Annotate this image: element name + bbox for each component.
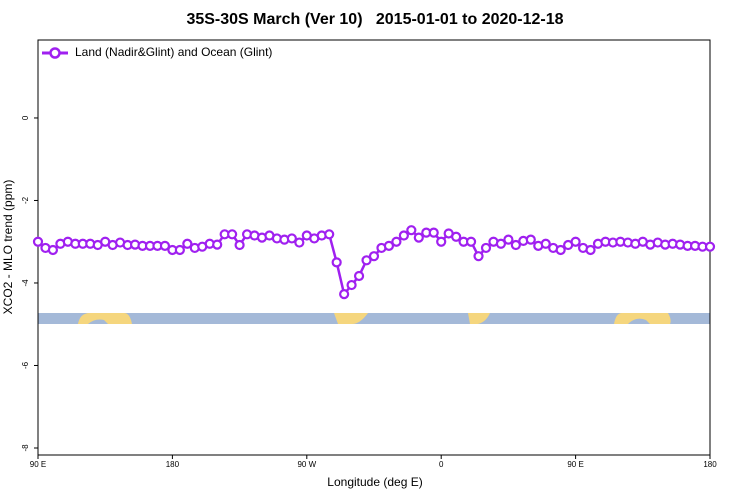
data-point — [570, 236, 581, 247]
data-point — [339, 289, 350, 300]
data-point — [353, 270, 365, 282]
y-tick-label: -8 — [21, 444, 30, 452]
data-point — [174, 244, 185, 256]
y-tick-label: -4 — [21, 279, 30, 287]
lake — [88, 319, 108, 324]
x-tick-label: 180 — [166, 460, 180, 469]
data-point — [555, 244, 566, 256]
chart-title: 35S-30S March (Ver 10) 2015-01-01 to 202… — [186, 11, 563, 28]
legend-label: Land (Nadir&Glint) and Ocean (Glint) — [75, 45, 272, 59]
x-tick-label: 90 E — [30, 460, 46, 469]
data-point — [391, 236, 402, 247]
data-point — [473, 251, 484, 262]
x-tick-label: 90 E — [567, 460, 583, 469]
data-point — [503, 234, 514, 245]
land-blob — [334, 313, 368, 324]
data-point — [510, 239, 521, 251]
data-point — [525, 234, 536, 245]
legend-marker — [49, 47, 61, 59]
data-point — [383, 240, 395, 251]
data-point — [32, 236, 44, 247]
land-mask — [38, 313, 710, 324]
data-point — [495, 238, 507, 249]
data-point — [368, 251, 380, 262]
data-point — [286, 233, 297, 244]
data-point — [346, 279, 357, 291]
y-tick-label: 0 — [21, 115, 30, 120]
data-point — [331, 257, 342, 268]
land-blob — [614, 313, 671, 324]
ocean-strip — [38, 313, 710, 324]
data-point — [182, 238, 193, 249]
data-point — [413, 232, 424, 243]
data-point — [428, 227, 439, 238]
data-point — [480, 242, 492, 254]
data-point — [324, 229, 335, 240]
y-tick-label: -6 — [21, 361, 30, 369]
lake — [628, 318, 650, 324]
land-blob — [78, 313, 132, 324]
data-point — [540, 238, 551, 249]
x-tick-label: 0 — [439, 460, 444, 469]
data-point — [47, 244, 59, 256]
y-axis-label: XCO2 - MLO trend (ppm) — [1, 180, 15, 315]
data-point — [436, 236, 447, 247]
data-point — [159, 240, 171, 251]
data-point — [704, 241, 716, 252]
data-point — [406, 225, 417, 236]
x-axis-label: Longitude (deg E) — [327, 475, 422, 489]
data-point — [227, 229, 238, 240]
x-tick-label: 90 W — [297, 460, 316, 469]
data-point — [212, 239, 223, 250]
data-point — [361, 255, 372, 266]
data-point — [294, 237, 305, 248]
data-point — [234, 239, 245, 251]
y-tick-label: -2 — [21, 196, 30, 204]
data-point — [465, 236, 477, 247]
data-point — [451, 231, 462, 242]
data-point — [585, 244, 596, 256]
data-point — [398, 230, 409, 241]
land-blob — [468, 313, 490, 324]
x-tick-label: 180 — [703, 460, 717, 469]
